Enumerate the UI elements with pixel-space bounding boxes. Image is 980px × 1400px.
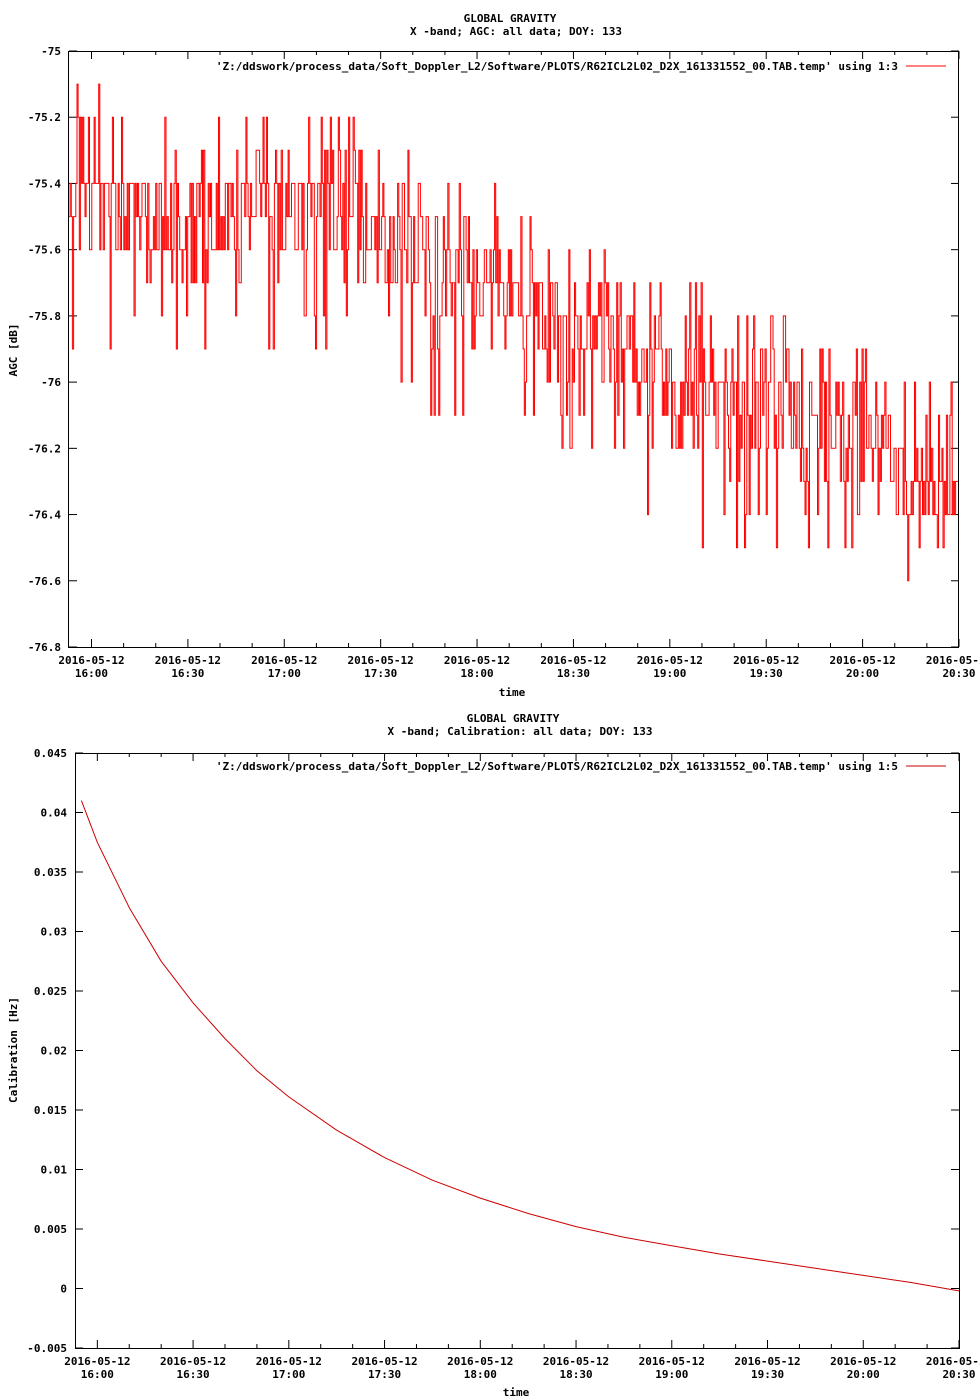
plot-frame [68,51,959,648]
x-tick-date-label: 2016-05-12 [155,654,221,667]
chart-title: GLOBAL GRAVITY [464,12,557,25]
y-tick-label: -76 [41,376,61,389]
agc-chart: GLOBAL GRAVITY X -band; AGC: all data; D… [7,12,980,699]
y-tick-label: -76.4 [28,509,61,522]
x-tick-date-label: 2016-05-12 [351,1355,417,1368]
plot-area [80,800,959,1292]
x-tick-date-label: 2016-05-12 [639,1355,705,1368]
x-tick-date-label: 2016-05-12 [829,654,895,667]
y-tick-label: -76.2 [28,442,61,455]
chart-title: GLOBAL GRAVITY [467,712,560,725]
x-axis-label: time [503,1386,530,1399]
y-tick-label: 0.025 [34,985,67,998]
x-tick-time-label: 16:30 [171,667,204,680]
x-tick-date-label: 2016-05-12 [637,654,703,667]
y-tick-label: -75.6 [28,244,61,257]
x-tick-date-label: 2016-05-12 [251,654,317,667]
x-tick-time-label: 19:30 [750,667,783,680]
x-tick-date-label: 2016-05-12 [447,1355,513,1368]
series-line [80,800,959,1292]
x-tick-time-label: 20:00 [847,1368,880,1381]
x-tick-date-label: 2016-05-12 [926,654,980,667]
y-axis-label: AGC [dB] [7,324,20,377]
y-axis-label: Calibration [Hz] [7,997,20,1103]
y-tick-label: 0.02 [41,1045,68,1058]
x-tick-date-label: 2016-05-12 [733,654,799,667]
y-tick-label: 0.015 [34,1104,67,1117]
y-tick-label: 0.01 [41,1164,68,1177]
x-tick-date-label: 2016-05-12 [926,1355,980,1368]
y-tick-label: 0.035 [34,866,67,879]
y-tick-label: -75.4 [28,177,61,190]
plot-frame [75,753,960,1349]
y-tick-label: 0.03 [41,926,68,939]
x-tick-date-label: 2016-05-12 [160,1355,226,1368]
x-tick-time-label: 20:30 [942,1368,975,1381]
x-tick-time-label: 18:30 [557,667,590,680]
y-tick-label: -0.005 [27,1342,67,1355]
legend-label: 'Z:/ddswork/process_data/Soft_Doppler_L2… [216,760,898,773]
x-tick-time-label: 17:00 [268,667,301,680]
x-tick-time-label: 18:00 [464,1368,497,1381]
x-axis-label: time [499,686,526,699]
x-tick-time-label: 16:30 [177,1368,210,1381]
x-tick-date-label: 2016-05-12 [830,1355,896,1368]
y-tick-label: 0.005 [34,1223,67,1236]
plot-area [69,83,959,582]
x-tick-time-label: 17:00 [272,1368,305,1381]
x-axis-ticks: 2016-05-1216:002016-05-1216:302016-05-12… [64,753,980,1381]
x-tick-date-label: 2016-05-12 [348,654,414,667]
legend-label: 'Z:/ddswork/process_data/Soft_Doppler_L2… [216,60,898,73]
y-tick-label: -76.8 [28,641,61,654]
x-tick-date-label: 2016-05-12 [256,1355,322,1368]
x-tick-time-label: 18:30 [559,1368,592,1381]
x-tick-date-label: 2016-05-12 [734,1355,800,1368]
x-tick-time-label: 19:00 [655,1368,688,1381]
y-tick-label: -76.6 [28,575,61,588]
y-tick-label: -75.2 [28,111,61,124]
x-tick-time-label: 17:30 [368,1368,401,1381]
y-tick-label: 0 [60,1283,67,1296]
x-tick-time-label: 17:30 [364,667,397,680]
calibration-chart: GLOBAL GRAVITY X -band; Calibration: all… [7,712,980,1399]
x-tick-date-label: 2016-05-12 [540,654,606,667]
y-tick-label: 0.04 [41,807,68,820]
x-tick-date-label: 2016-05-12 [444,654,510,667]
x-axis-ticks: 2016-05-1216:002016-05-1216:302016-05-12… [58,51,980,680]
x-tick-date-label: 2016-05-12 [58,654,124,667]
x-tick-time-label: 20:30 [942,667,975,680]
y-tick-label: -75 [41,45,61,58]
y-axis-ticks: 0.045 0.04 0.035 0.03 0.025 0.02 0.015 0.01 0.00… [27,747,959,1355]
x-tick-date-label: 2016-05-12 [64,1355,130,1368]
y-axis-ticks: -75 -75.2 -75.4 -75.6 -75.8 -76 -76.2 -76.4 -76.… [28,45,959,654]
y-tick-label: -75.8 [28,310,61,323]
x-tick-time-label: 19:30 [751,1368,784,1381]
x-tick-date-label: 2016-05-12 [543,1355,609,1368]
series-line [69,83,959,582]
x-tick-time-label: 18:00 [460,667,493,680]
y-tick-label: 0.045 [34,747,67,760]
x-tick-time-label: 16:00 [81,1368,114,1381]
x-tick-time-label: 16:00 [75,667,108,680]
chart-subtitle: X -band; Calibration: all data; DOY: 133 [388,725,653,738]
chart-subtitle: X -band; AGC: all data; DOY: 133 [410,25,622,38]
x-tick-time-label: 19:00 [653,667,686,680]
x-tick-time-label: 20:00 [846,667,879,680]
